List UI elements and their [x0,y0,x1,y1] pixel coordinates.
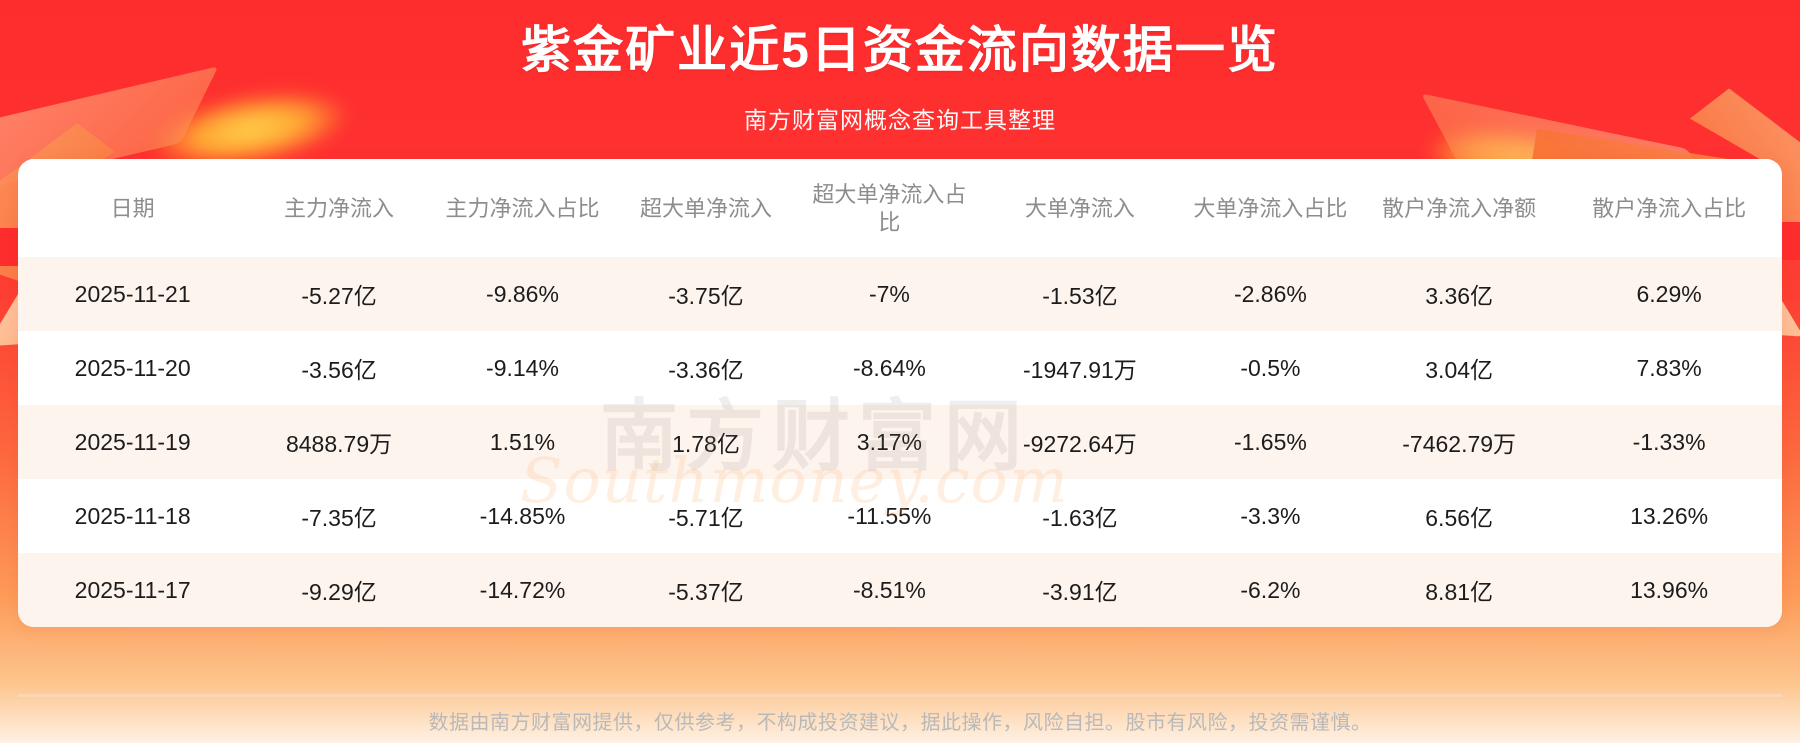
table-row: 2025-11-21 -5.27亿 -9.86% -3.75亿 -7% -1.5… [18,257,1782,332]
table-row: 2025-11-20 -3.56亿 -9.14% -3.36亿 -8.64% -… [18,331,1782,406]
column-header-main-net-inflow: 主力净流入 [247,159,431,258]
cell-super-large-net-inflow: 1.78亿 [614,405,798,480]
cell-super-large-net-inflow-pct: -8.51% [797,553,982,628]
page-subtitle: 南方财富网概念查询工具整理 [744,107,1056,133]
cell-large-net-inflow: -1.63亿 [981,479,1179,554]
column-header-retail-net-inflow-pct: 散户净流入占比 [1556,159,1782,258]
cell-retail-net-inflow: 6.56亿 [1362,479,1557,554]
cell-large-net-inflow-pct: -0.5% [1178,331,1363,406]
column-header-date: 日期 [18,159,248,258]
cell-date: 2025-11-19 [18,405,248,480]
cell-super-large-net-inflow-pct: 3.17% [797,405,982,480]
column-header-main-net-inflow-pct: 主力净流入占比 [430,159,615,258]
cell-large-net-inflow: -1.53亿 [981,257,1179,332]
cell-super-large-net-inflow: -5.71亿 [614,479,798,554]
page-title: 紫金矿业近5日资金流向数据一览 [521,22,1279,78]
cell-super-large-net-inflow-pct: -11.55% [797,479,982,554]
cell-large-net-inflow: -3.91亿 [981,553,1179,628]
cell-main-net-inflow-pct: -14.85% [430,479,615,554]
cell-date: 2025-11-21 [18,257,248,332]
cell-super-large-net-inflow: -3.36亿 [614,331,798,406]
table-header: 日期 主力净流入 主力净流入占比 超大单净流入 超大单净流入占比 大单净流入 大… [18,159,1782,258]
page-header: 紫金矿业近5日资金流向数据一览 南方财富网概念查询工具整理 [0,0,1800,135]
cell-main-net-inflow: -9.29亿 [247,553,431,628]
column-header-super-large-net-inflow-pct: 超大单净流入占比 [797,159,982,258]
cell-main-net-inflow: -5.27亿 [247,257,431,332]
cell-retail-net-inflow-pct: -1.33% [1556,405,1782,480]
cell-retail-net-inflow-pct: 6.29% [1556,257,1782,332]
footer-divider [18,694,1782,697]
cell-retail-net-inflow: -7462.79万 [1362,405,1557,480]
cell-main-net-inflow: 8488.79万 [247,405,431,480]
table-row: 2025-11-17 -9.29亿 -14.72% -5.37亿 -8.51% … [18,553,1782,628]
cell-date: 2025-11-18 [18,479,248,554]
cell-date: 2025-11-20 [18,331,248,406]
cell-large-net-inflow-pct: -3.3% [1178,479,1363,554]
column-header-retail-net-inflow: 散户净流入净额 [1362,159,1557,258]
cell-super-large-net-inflow-pct: -8.64% [797,331,982,406]
cell-retail-net-inflow-pct: 13.96% [1556,553,1782,628]
cell-retail-net-inflow: 3.04亿 [1362,331,1557,406]
cell-large-net-inflow-pct: -1.65% [1178,405,1363,480]
cell-super-large-net-inflow: -5.37亿 [614,553,798,628]
fund-flow-table: 日期 主力净流入 主力净流入占比 超大单净流入 超大单净流入占比 大单净流入 大… [18,159,1782,628]
cell-large-net-inflow-pct: -2.86% [1178,257,1363,332]
cell-retail-net-inflow: 3.36亿 [1362,257,1557,332]
cell-large-net-inflow: -9272.64万 [981,405,1179,480]
column-header-large-net-inflow-pct: 大单净流入占比 [1178,159,1363,258]
table-row: 2025-11-19 8488.79万 1.51% 1.78亿 3.17% -9… [18,405,1782,480]
cell-retail-net-inflow-pct: 13.26% [1556,479,1782,554]
cell-main-net-inflow-pct: -9.14% [430,331,615,406]
cell-main-net-inflow: -3.56亿 [247,331,431,406]
data-table-card: 日期 主力净流入 主力净流入占比 超大单净流入 超大单净流入占比 大单净流入 大… [18,159,1782,628]
table-row: 2025-11-18 -7.35亿 -14.85% -5.71亿 -11.55%… [18,479,1782,554]
table-header-row: 日期 主力净流入 主力净流入占比 超大单净流入 超大单净流入占比 大单净流入 大… [18,159,1782,258]
column-header-large-net-inflow: 大单净流入 [981,159,1179,258]
footer-disclaimer: 数据由南方财富网提供，仅供参考，不构成投资建议，据此操作，风险自担。股市有风险，… [428,712,1372,734]
cell-retail-net-inflow: 8.81亿 [1362,553,1557,628]
cell-main-net-inflow-pct: 1.51% [430,405,615,480]
table-body: 2025-11-21 -5.27亿 -9.86% -3.75亿 -7% -1.5… [18,257,1782,628]
cell-large-net-inflow-pct: -6.2% [1178,553,1363,628]
cell-main-net-inflow: -7.35亿 [247,479,431,554]
cell-retail-net-inflow-pct: 7.83% [1556,331,1782,406]
cell-large-net-inflow: -1947.91万 [981,331,1179,406]
column-header-super-large-net-inflow: 超大单净流入 [614,159,798,258]
cell-main-net-inflow-pct: -14.72% [430,553,615,628]
cell-date: 2025-11-17 [18,553,248,628]
cell-main-net-inflow-pct: -9.86% [430,257,615,332]
cell-super-large-net-inflow-pct: -7% [797,257,982,332]
cell-super-large-net-inflow: -3.75亿 [614,257,798,332]
